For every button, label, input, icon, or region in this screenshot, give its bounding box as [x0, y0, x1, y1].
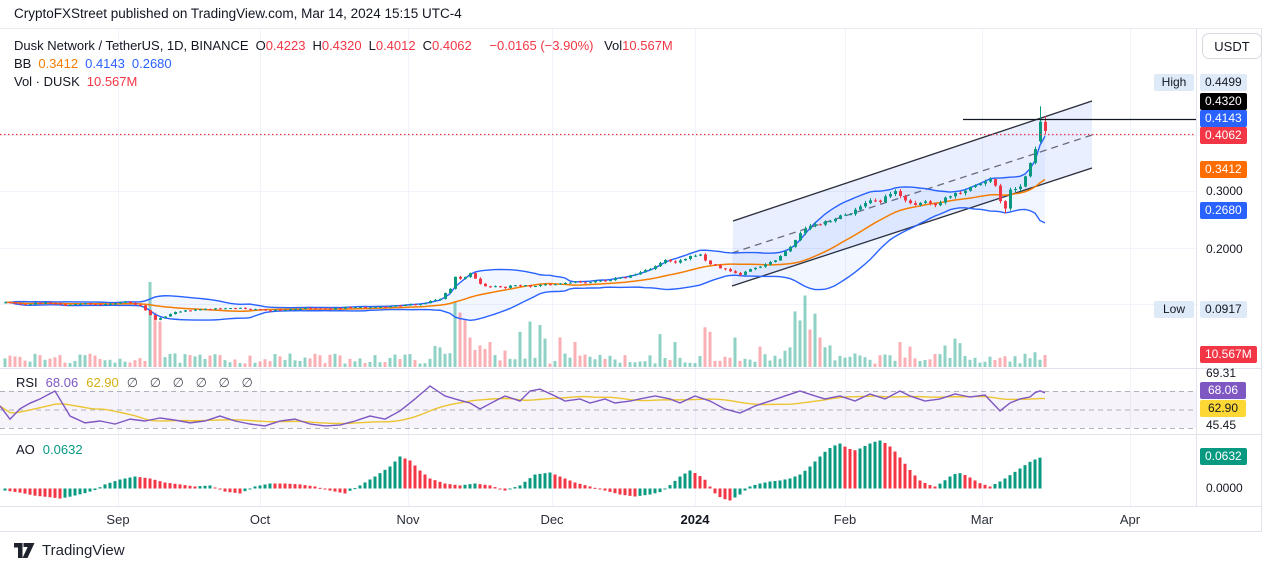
rsi-value: 68.06 [45, 375, 79, 390]
time-axis-label: Mar [970, 512, 994, 527]
price-scale-label: 62.90 [1200, 399, 1246, 417]
ohlc-value: 0.4062 [432, 38, 472, 53]
ohlc-key: O [255, 38, 266, 53]
volume-indicator-label[interactable]: Vol · DUSK [14, 74, 80, 89]
symbol-legend: Dusk Network / TetherUS, 1D, BINANCE O0.4… [14, 37, 680, 91]
price-scale-label: 0.4143 [1200, 109, 1247, 127]
legend-row-main: Dusk Network / TetherUS, 1D, BINANCE O0.4… [14, 37, 680, 55]
ohlc-key: C [422, 38, 432, 53]
time-axis-label: Sep [106, 512, 130, 527]
bb-value: 0.2680 [131, 56, 172, 71]
pane-separator-ao[interactable] [0, 434, 1261, 435]
volume-value: 10.567M [622, 38, 673, 53]
time-axis-border [0, 506, 1261, 507]
bb-value: 0.3412 [38, 56, 79, 71]
price-scale-label: 0.3412 [1200, 160, 1247, 178]
ohlc-values: O0.4223 H0.4320 L0.4012 C0.4062 [256, 38, 479, 53]
ao-legend: AO 0.0632 [16, 442, 91, 457]
price-scale-label: 0.3000 [1206, 183, 1243, 198]
ohlc-value: 0.4223 [265, 38, 306, 53]
ohlc-value: 0.4320 [321, 38, 362, 53]
time-axis-label: 2024 [680, 512, 710, 527]
time-axis-label: Apr [1119, 512, 1141, 527]
main-chart-canvas[interactable] [0, 29, 1196, 506]
price-scale-label: 68.06 [1200, 381, 1246, 399]
ao-indicator-label[interactable]: AO [16, 442, 35, 457]
rsi-indicator-label[interactable]: RSI [16, 375, 38, 390]
price-scale-label: 0.2680 [1200, 201, 1247, 219]
price-scale-label: 0.4499 [1200, 73, 1247, 91]
bb-indicator-label[interactable]: BB [14, 56, 32, 71]
footer-watermark: TradingView [0, 532, 1273, 568]
price-scale-label: 0.2000 [1206, 241, 1243, 256]
high-tag: High [1154, 73, 1194, 91]
currency-toggle-button[interactable]: USDT [1202, 33, 1262, 59]
bb-values: 0.3412 0.4143 0.2680 [38, 56, 178, 71]
rsi-ma-value: 62.90 [86, 375, 119, 390]
ohlc-value: 0.4012 [375, 38, 416, 53]
time-axis-label: Nov [396, 512, 420, 527]
price-scale-label: 10.567M [1200, 345, 1257, 363]
legend-row-bb: BB 0.3412 0.4143 0.2680 [14, 55, 680, 73]
price-scale-label: 0.0000 [1206, 480, 1243, 495]
chart-widget: Dusk Network / TetherUS, 1D, BINANCE O0.4… [0, 28, 1262, 532]
ohlc-key: L [368, 38, 376, 53]
price-scale-label: 45.45 [1206, 417, 1237, 432]
attribution-text: CryptoFXStreet published on TradingView.… [14, 6, 462, 21]
change-value: −0.0165 (−3.90%) [489, 38, 594, 53]
time-axis[interactable]: Sep Oct Nov Dec 2024 Feb Mar Apr [0, 506, 1196, 533]
tradingview-logo-icon [14, 542, 35, 558]
price-scale[interactable]: 0.4499 0.4320 0.4143 0.4062 0.3412 0.3000 0.26… [1196, 29, 1262, 506]
time-axis-label: Oct [249, 512, 271, 527]
ohlc-key: H [312, 38, 322, 53]
price-scale-label: 69.31 [1206, 365, 1237, 380]
price-scale-label: 0.0917 [1200, 300, 1247, 318]
time-axis-label: Feb [833, 512, 857, 527]
price-scale-label: 0.0632 [1200, 447, 1247, 465]
low-tag: Low [1154, 300, 1194, 318]
price-scale-label: 0.4062 [1200, 126, 1247, 144]
rsi-legend: RSI 68.06 62.90 ∅ ∅ ∅ ∅ ∅ ∅ [16, 375, 265, 391]
ao-value: 0.0632 [42, 442, 83, 457]
time-axis-label: Dec [540, 512, 564, 527]
bb-value: 0.4143 [85, 56, 125, 71]
symbol-title[interactable]: Dusk Network / TetherUS, 1D, BINANCE [14, 38, 249, 53]
pane-separator-rsi[interactable] [0, 368, 1261, 369]
legend-row-volume: Vol · DUSK 10.567M [14, 73, 680, 91]
tradingview-logo-text: TradingView [42, 541, 125, 559]
rsi-null-params: ∅ ∅ ∅ ∅ ∅ ∅ [126, 375, 257, 390]
volume-indicator-value: 10.567M [86, 74, 138, 89]
price-scale-label: 0.4320 [1200, 92, 1247, 110]
volume-label: Vol [604, 38, 623, 53]
